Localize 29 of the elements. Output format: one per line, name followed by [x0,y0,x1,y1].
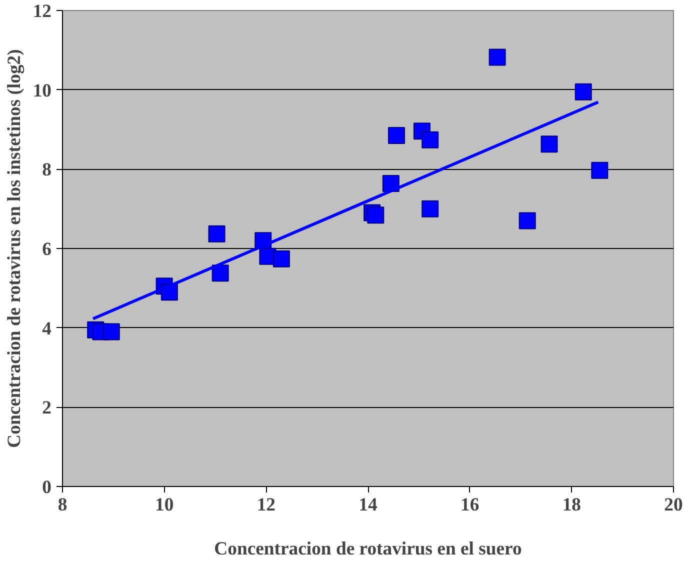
x-tick-label: 8 [58,494,68,516]
y-tick-label: 0 [42,477,52,498]
x-tick-label: 12 [256,494,276,516]
x-tick-label: 14 [358,494,378,516]
y-tick-label: 6 [42,239,52,260]
y-tick-label: 10 [32,80,52,102]
point [540,136,558,153]
point [208,225,226,242]
point [488,48,506,66]
point [574,83,592,100]
point [102,323,120,340]
x-axis-title: Concentracion de rotavirus en el suero [214,538,522,560]
point [388,126,406,144]
x-tick-label: 10 [155,494,174,516]
point [212,264,229,282]
point [422,200,439,218]
y-tick-label: 12 [32,1,52,22]
y-axis-title: Concentracion de rotavirus en los instetinos (log2) [4,49,25,448]
point [422,131,439,148]
point [367,206,384,224]
point [518,212,536,230]
y-tick-label: 8 [42,160,52,181]
x-tick-label: 20 [664,494,683,516]
x-tick-label: 16 [460,494,480,516]
y-tick-label: 4 [42,318,52,340]
point [591,162,608,179]
point [272,250,290,268]
x-tick-label: 18 [562,494,581,516]
y-tick-label: 2 [42,398,52,419]
